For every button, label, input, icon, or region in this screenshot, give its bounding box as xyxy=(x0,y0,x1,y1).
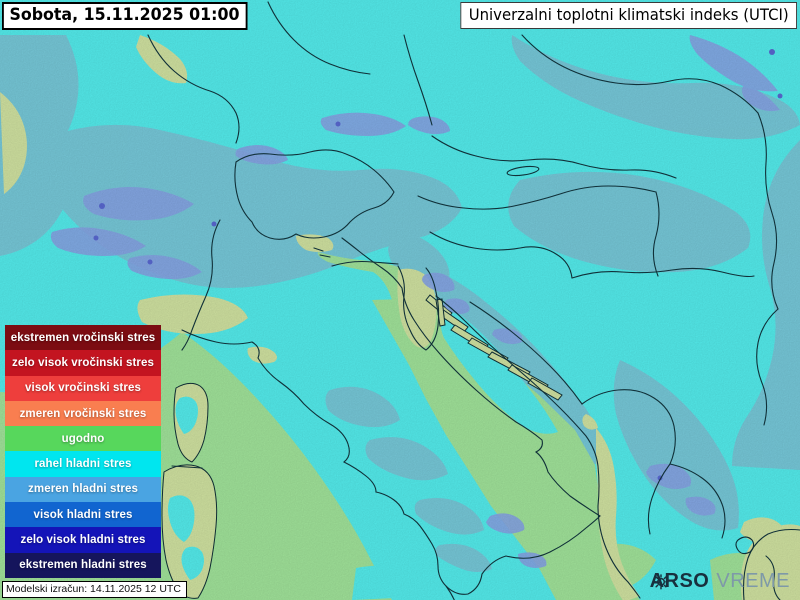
page-title: Univerzalni toplotni klimatski indeks (U… xyxy=(460,2,797,29)
legend-item-high-heat: visok vročinski stres xyxy=(5,375,161,401)
date-time-label: Sobota, 15.11.2025 01:00 xyxy=(2,2,248,30)
model-run-label: Modelski izračun: 14.11.2025 12 UTC xyxy=(2,581,187,598)
legend-item-very-high-cold: zelo visok hladni stres xyxy=(5,527,161,553)
arso-vreme-logo: ARSO VREME xyxy=(650,570,790,593)
legend-item-moderate-heat: zmeren vročinski stres xyxy=(5,400,161,427)
country-borders xyxy=(147,1,800,600)
legend-item-extreme-cold: ekstremen hladni stres xyxy=(5,552,161,578)
vreme-wordmark: VREME xyxy=(716,570,790,592)
legend-item-moderate-cold: zmeren hladni stres xyxy=(5,476,161,503)
legend-item-comfortable: ugodno xyxy=(5,426,161,452)
legend-item-slight-cold: rahel hladni stres xyxy=(5,451,161,477)
sun-icon xyxy=(652,574,669,590)
legend-item-extreme-heat: ekstremen vročinski stres xyxy=(5,325,161,351)
legend-item-high-cold: visok hladni stres xyxy=(5,502,161,528)
legend-item-very-high-heat: zelo visok vročinski stres xyxy=(5,350,161,376)
utci-legend: ekstremen vročinski stres zelo visok vro… xyxy=(5,325,161,578)
